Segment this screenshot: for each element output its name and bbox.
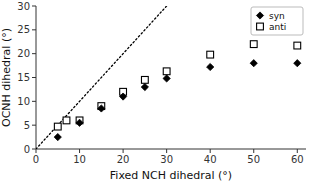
y-axis-label: OCNH dihedral (°) [0,28,13,127]
y-tick [32,6,36,7]
x-tick [166,149,167,153]
x-tick-label: 30 [160,154,173,165]
point [119,93,126,100]
chart: 0 10 20 30 40 50 60 0 5 10 15 20 25 30 Fixed NCH dihed… [0,0,314,189]
y-tick-label: 0 [24,144,30,155]
point [250,60,257,67]
y-tick-label: 20 [17,48,30,59]
x-axis-label: Fixed NCH dihedral (°) [110,169,232,182]
point [163,68,170,75]
x-tick-label: 60 [291,154,304,165]
point [141,76,148,83]
x-tick-label: 50 [247,154,260,165]
point [207,51,214,58]
point [54,133,61,140]
legend-frame [251,7,303,35]
point [98,105,105,112]
point [76,119,83,126]
x-tick-label: 10 [73,154,86,165]
point [207,63,214,70]
point [141,83,148,90]
legend-label: anti [269,22,286,32]
legend-label: syn [269,11,285,21]
x-tick [79,149,80,153]
x-tick [210,149,211,153]
point [163,75,170,82]
legend-marker [256,12,263,19]
x-tick-label: 0 [33,154,39,165]
x-tick [123,149,124,153]
y-tick [32,29,36,30]
y-tick [32,53,36,54]
point [63,117,70,124]
reference-line [36,6,167,149]
x-tick [297,149,298,153]
y-tick [32,149,36,150]
x-tick-label: 20 [117,154,130,165]
y-tick [32,101,36,102]
legend-marker [257,23,264,30]
point [294,60,301,67]
y-tick [32,125,36,126]
y-tick-label: 10 [17,96,30,107]
plot-area [36,6,301,149]
y-tick-label: 30 [17,1,30,12]
point [250,41,257,48]
y-tick [32,77,36,78]
point [54,123,61,130]
point [294,42,301,49]
x-tick [36,149,37,153]
x-tick [253,149,254,153]
y-tick-label: 25 [17,24,30,35]
y-tick-label: 5 [24,120,30,131]
x-axis [36,149,306,150]
y-tick-label: 15 [17,72,30,83]
x-tick-label: 40 [204,154,217,165]
legend: synanti [251,7,303,35]
